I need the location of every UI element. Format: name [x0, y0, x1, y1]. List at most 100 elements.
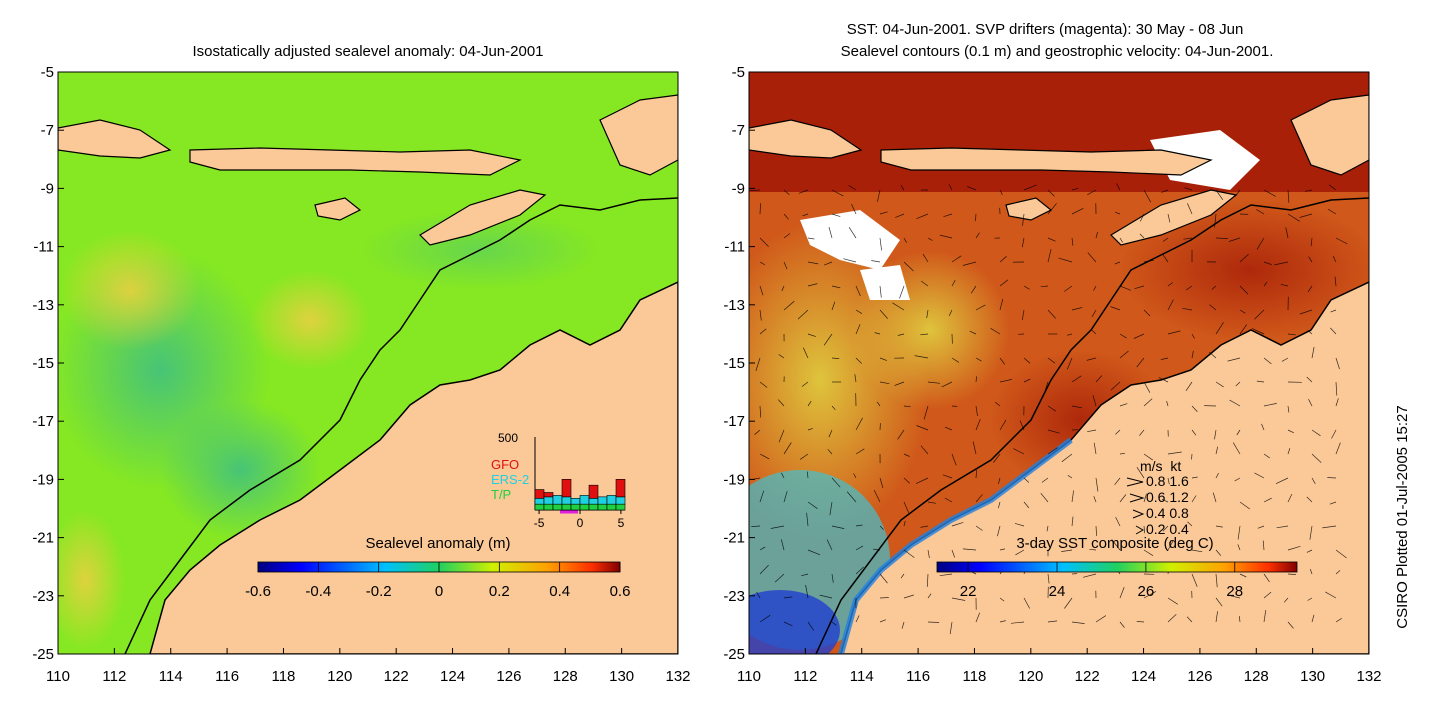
velocity-arrow: [1183, 237, 1193, 240]
velocity-arrow: [855, 357, 862, 364]
velocity-arrow: [800, 453, 809, 460]
velocity-arrow: [1209, 304, 1217, 311]
velocity-arrow: [1119, 621, 1125, 628]
colorbar-tick-label: -0.6: [245, 583, 271, 600]
velocity-arrow: [851, 204, 857, 215]
sla-colorbar: Sealevel anomaly (m) -0.6 -0.4 -0.2 0 0.2 0.4…: [245, 535, 630, 600]
velocity-arrow: [874, 332, 881, 335]
velocity-arrow: [1236, 429, 1241, 436]
velocity-arrow: [1335, 357, 1340, 370]
velocity-arrow: [1064, 597, 1073, 609]
velocity-arrow: [1021, 237, 1025, 248]
velocity-arrow: [831, 405, 836, 411]
y-tick-label: -15: [32, 355, 54, 372]
velocity-arrow: [942, 474, 953, 479]
x-tick-label: 112: [102, 668, 126, 685]
velocity-arrow: [951, 549, 956, 558]
velocity-arrow: [1287, 189, 1290, 203]
velocity-arrow: [843, 258, 857, 263]
velocity-arrow: [1047, 573, 1050, 584]
velocity-arrow: [962, 548, 977, 551]
histogram-bar-segment: [552, 503, 563, 511]
velocity-arrow: [783, 189, 790, 196]
x-tick-label: 126: [496, 668, 521, 685]
velocity-arrow: [1191, 573, 1198, 587]
velocity-arrow: [879, 309, 888, 319]
velocity-arrow: [749, 189, 761, 191]
velocity-arrow: [1023, 597, 1031, 609]
velocity-arrow: [1067, 475, 1073, 479]
velocity-arrow: [871, 260, 881, 263]
velocity-arrow: [831, 573, 834, 583]
velocity-arrow: [939, 234, 953, 239]
x-tick-label: 124: [1131, 668, 1156, 685]
velocity-arrow: [1308, 399, 1313, 407]
velocity-arrow: [805, 584, 809, 599]
histogram-ymax-label: 500: [498, 431, 518, 445]
velocity-arrow: [1329, 501, 1337, 505]
velocity-arrow: [759, 381, 768, 388]
histogram-bar-segment: [615, 479, 626, 498]
velocity-scale-arrow: [1129, 493, 1145, 503]
velocity-arrow: [1263, 591, 1272, 599]
velocity-arrow: [879, 597, 889, 599]
velocity-legend-rows: 0.8 1.60.6 1.20.4 0.80.2 0.4: [1126, 473, 1189, 537]
sla-anomaly-blob: [250, 270, 370, 370]
velocity-arrow: [999, 357, 1006, 365]
velocity-arrow: [1263, 261, 1273, 266]
velocity-arrow: [920, 445, 929, 455]
velocity-arrow: [1215, 189, 1224, 200]
velocity-arrow: [939, 573, 953, 577]
velocity-arrow: [970, 285, 977, 294]
x-tick-label: 118: [962, 668, 986, 685]
velocity-arrow: [1071, 405, 1082, 409]
velocity-arrow: [854, 374, 857, 383]
velocity-arrow: [1256, 209, 1265, 215]
histogram-bar-segment: [561, 503, 572, 511]
velocity-arrow: [1167, 597, 1178, 605]
eastern-islands: [599, 94, 678, 176]
sumba-island: [314, 197, 362, 221]
velocity-arrow: [900, 185, 905, 191]
x-tick-label: 112: [793, 668, 817, 685]
y-tick-label: -9: [732, 180, 745, 197]
velocity-arrow: [1239, 254, 1249, 263]
velocity-arrow: [903, 405, 911, 408]
velocity-arrow: [975, 525, 983, 531]
velocity-arrow: [1256, 237, 1265, 250]
velocity-arrow: [1227, 357, 1241, 362]
velocity-arrow: [1335, 618, 1342, 623]
velocity-arrow: [1162, 237, 1169, 242]
velocity-arrow: [807, 428, 813, 431]
velocity-arrow: [1143, 525, 1146, 534]
velocity-arrow: [1161, 189, 1169, 193]
x-tick-label: 110: [46, 668, 70, 685]
velocity-arrow: [1114, 211, 1121, 215]
velocity-arrow: [1119, 403, 1128, 407]
velocity-arrow: [1191, 495, 1197, 503]
shelf-break-contour: [124, 197, 678, 654]
velocity-arrow: [1262, 540, 1265, 551]
sst-warm-band: [749, 72, 1369, 192]
y-tick-label: -23: [32, 588, 54, 605]
histogram-bar-segment: [615, 503, 626, 511]
histogram-bars: [534, 479, 626, 511]
velocity-arrow: [926, 573, 929, 587]
velocity-arrow: [879, 619, 887, 623]
velocity-arrow: [781, 472, 785, 479]
velocity-arrow: [1083, 573, 1097, 578]
velocity-arrow: [770, 525, 785, 529]
sst-cool-region: [749, 590, 840, 654]
velocity-arrow: [1263, 403, 1277, 407]
x-tick-label: 128: [553, 668, 578, 685]
velocity-arrow: [759, 614, 771, 623]
velocity-arrow: [801, 573, 809, 577]
sst-colorbar-label: 3-day SST composite (deg C): [1016, 535, 1213, 552]
velocity-arrow: [807, 549, 821, 556]
histogram-legend-label: GFO: [491, 457, 519, 472]
histogram-bar-segment: [606, 495, 617, 505]
velocity-arrow: [1160, 357, 1169, 360]
velocity-arrow: [807, 333, 816, 337]
velocity-arrow: [759, 309, 762, 321]
